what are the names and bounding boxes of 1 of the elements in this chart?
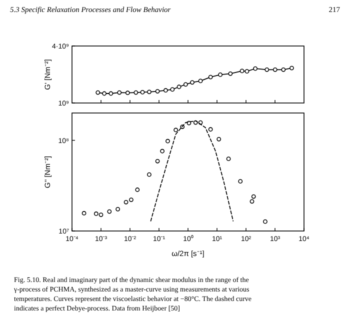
line-series [150,120,234,222]
